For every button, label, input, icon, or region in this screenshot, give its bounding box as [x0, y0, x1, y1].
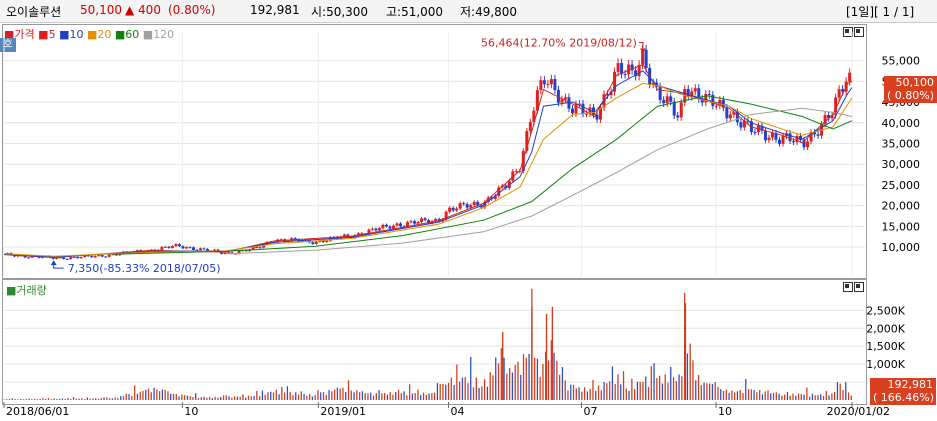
volume-change-tag: ( 166.46%) — [870, 391, 936, 405]
volume-value: 192,981 — [250, 3, 300, 17]
price-tick-label: 30,000 — [882, 158, 921, 171]
volume-pane-close-button[interactable] — [854, 282, 864, 292]
x-tick-label: 04 — [450, 405, 464, 418]
open-price: 시:50,300 — [311, 5, 369, 19]
legend-item-ma5[interactable]: ■5 — [38, 28, 56, 41]
stock-name[interactable]: 오이솔루션 — [6, 5, 62, 19]
legend-item-ma60[interactable]: ■60 — [114, 28, 140, 41]
x-tick-label: 2018/06/01 — [6, 405, 69, 418]
last-price-tag: 50,100 — [884, 76, 937, 90]
price-tick-label: 20,000 — [882, 200, 921, 213]
volume-pane-restore-button[interactable] — [843, 282, 853, 292]
corner-tab[interactable]: 호 — [0, 38, 16, 52]
last-volume-tag: 192,981 — [870, 378, 936, 392]
x-tick-label: 10 — [718, 405, 732, 418]
restore-icon — [845, 29, 849, 33]
volume-tick-label: 2,500K — [866, 304, 905, 317]
price-change: ▲ 400 — [125, 3, 161, 17]
volume-pane — [2, 279, 867, 405]
legend-item-ma10[interactable]: ■10 — [59, 28, 84, 41]
volume-tick-label: 2,000K — [866, 322, 905, 335]
price-pane — [2, 24, 867, 279]
legend-item-ma120[interactable]: ■120 — [142, 28, 175, 41]
x-tick-label: 10 — [184, 405, 198, 418]
price-tick-label: 10,000 — [882, 241, 921, 254]
close-icon — [856, 284, 860, 288]
price-legend: ■가격 ■5 ■10 ■20 ■60 ■120 — [4, 26, 175, 41]
price-tick-label: 15,000 — [882, 220, 921, 233]
low-price: 저:49,800 — [460, 5, 518, 19]
volume-tick-label: 1,500K — [866, 340, 905, 353]
x-tick-label: 2019/01 — [320, 405, 366, 418]
price-pane-restore-button[interactable] — [843, 27, 853, 37]
price-pane-close-button[interactable] — [854, 27, 864, 37]
period-selector[interactable]: [1일][ 1 / 1] — [846, 5, 915, 19]
price-tick-label: 25,000 — [882, 179, 921, 192]
price-change-pct: (0.80%) — [168, 3, 216, 17]
price-tick-label: 55,000 — [882, 55, 921, 68]
price-tick-label: 35,000 — [882, 137, 921, 150]
volume-legend[interactable]: ■거래량 — [6, 284, 47, 297]
restore-icon — [845, 284, 849, 288]
x-tick-label: 2020/01/02 — [827, 405, 890, 418]
close-icon — [856, 29, 860, 33]
high-price: 고:51,000 — [386, 5, 444, 19]
quote-header: 오이솔루션 50,100 ▲ 400 (0.80%) 192,981 시:50,… — [0, 0, 937, 23]
price-tick-label: 40,000 — [882, 117, 921, 130]
legend-item-price[interactable]: ■가격 — [4, 28, 35, 41]
x-tick-label: 07 — [584, 405, 598, 418]
legend-item-ma20[interactable]: ■20 — [86, 28, 112, 41]
last-change-tag: ( 0.80%) — [884, 89, 937, 103]
current-price: 50,100 — [80, 3, 122, 17]
volume-tick-label: 1,000K — [866, 358, 905, 371]
